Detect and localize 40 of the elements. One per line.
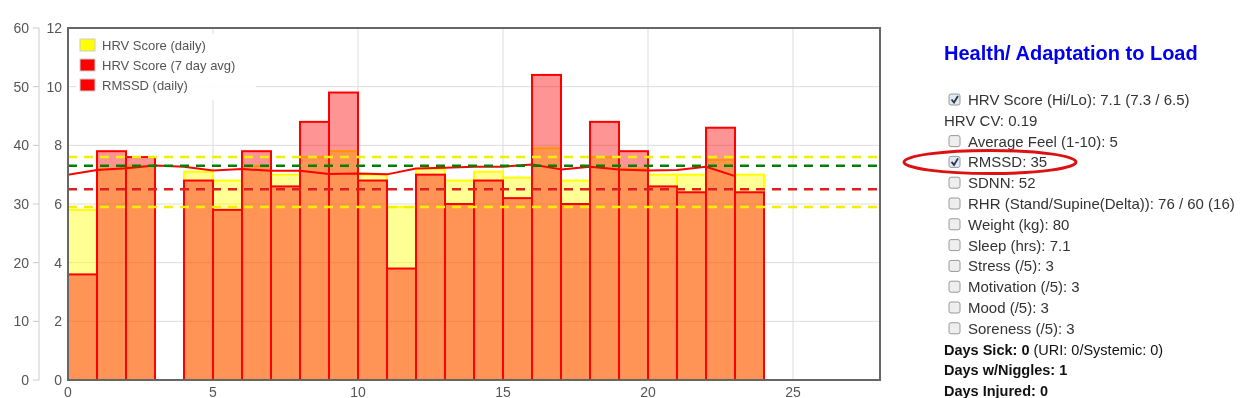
x-tick-label: 5 xyxy=(209,384,218,398)
y2-tick-label: 40 xyxy=(13,137,30,154)
legend-label: HRV Score (daily) xyxy=(102,38,206,53)
bar xyxy=(328,91,359,381)
text: Stress (/5): 3 xyxy=(968,257,1054,275)
text: RMSSD: 35 xyxy=(968,153,1048,171)
text: SDNN: 52 xyxy=(968,174,1036,192)
x-tick-label: 15 xyxy=(495,384,511,398)
text: Days Sick: 0 (URI: 0/Systemic: 0) xyxy=(944,341,1164,358)
legend-label: HRV Score (7 day avg) xyxy=(102,58,236,73)
x-tick-label: 25 xyxy=(785,384,801,398)
y2-tick-label: 10 xyxy=(13,313,30,330)
x-tick-label: 20 xyxy=(640,384,656,398)
text: Motivation (/5): 3 xyxy=(968,278,1080,296)
text: Health/ Adaptation to Load xyxy=(944,42,1198,64)
x-tick-label: 10 xyxy=(350,384,366,398)
text: Weight (kg): 80 xyxy=(968,215,1070,233)
y-tick-label: 10 xyxy=(46,78,63,95)
text: HRV Score (Hi/Lo): 7.1 (7.3 / 6.5) xyxy=(968,91,1190,108)
y2-tick-label: 50 xyxy=(13,78,30,95)
y-tick-label: 4 xyxy=(54,254,63,271)
y2-tick-label: 20 xyxy=(13,254,30,271)
line-series xyxy=(67,163,736,178)
y2-tick-label: 0 xyxy=(21,372,30,388)
text: RHR (Stand/Supine(Delta)): 76 / 60 (16) xyxy=(968,195,1235,212)
text: Average Feel (1-10): 5 xyxy=(968,132,1118,150)
text: Sleep (hrs): 7.1 xyxy=(968,236,1071,254)
y-tick-label: 2 xyxy=(54,313,63,330)
y2-tick-label: 60 xyxy=(13,20,30,36)
y-tick-label: 8 xyxy=(54,137,63,154)
legend-label: RMSSD (daily) xyxy=(102,78,188,93)
y2-tick-label: 30 xyxy=(13,196,30,212)
y-tick-label: 6 xyxy=(54,196,63,212)
text: Mood (/5): 3 xyxy=(968,299,1049,316)
text: HRV CV: 0.19 xyxy=(944,111,1038,129)
text: Days w/Niggles: 1 xyxy=(944,362,1068,379)
text: Soreness (/5): 3 xyxy=(968,319,1075,337)
y-tick-label: 12 xyxy=(46,20,63,36)
x-tick-label: 0 xyxy=(64,384,73,398)
y-tick-label: 0 xyxy=(54,372,63,388)
